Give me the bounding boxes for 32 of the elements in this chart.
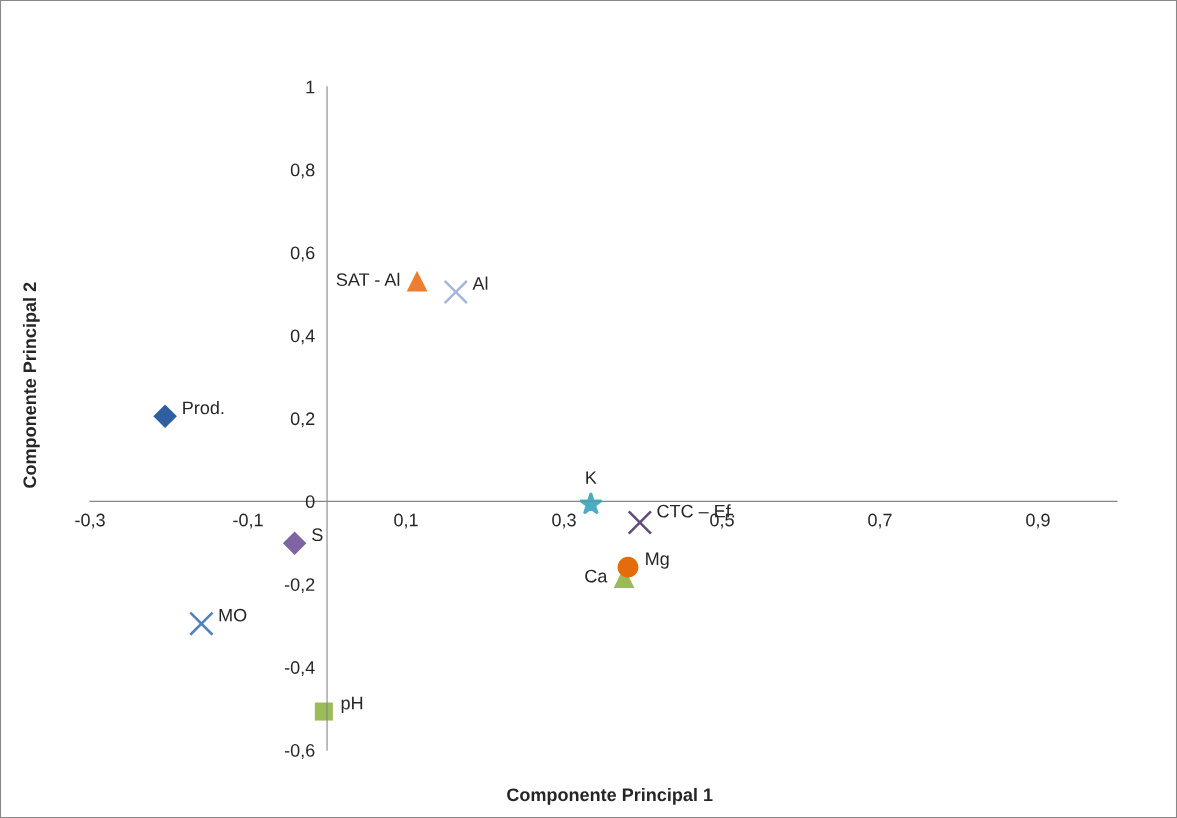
y-axis-title: Componente Principal 2 (22, 282, 40, 488)
y-tick-label: 0,6 (290, 246, 315, 262)
series-label: Al (472, 276, 488, 290)
series-label: SAT - Al (336, 272, 400, 287)
x-tick-label: 0,1 (394, 513, 418, 529)
x-tick-label: 0,7 (868, 513, 892, 529)
x-tick-label: -0,1 (233, 513, 263, 529)
x-tick-label: 0,3 (552, 513, 576, 529)
point (627, 510, 653, 535)
y-tick-label: -0,6 (284, 744, 315, 759)
point (282, 531, 307, 555)
series-label: S (312, 528, 323, 542)
series-label: pH (341, 696, 363, 714)
series-label: K (586, 471, 597, 484)
point (443, 279, 469, 305)
y-tick-label: -0,2 (284, 578, 315, 594)
x-tick-label: 0,9 (1026, 513, 1050, 529)
x-axis-title: Componente Principal 1 (507, 787, 713, 805)
series-label: Mg (646, 552, 669, 569)
point (189, 611, 214, 637)
point (406, 270, 428, 292)
y-tick-label: 0,2 (290, 412, 315, 428)
y-tick-label: 0,8 (290, 163, 315, 179)
y-tick-label: -0,4 (284, 661, 315, 677)
series-label: Prod. (183, 400, 224, 415)
x-tick-label: -0,3 (75, 513, 105, 529)
point (153, 404, 177, 429)
y-tick-label: 1 (306, 80, 315, 94)
y-tick-label: 0,4 (290, 329, 315, 345)
point (617, 556, 639, 578)
series-label: Ca (585, 569, 608, 583)
series-label: MO (219, 608, 247, 622)
